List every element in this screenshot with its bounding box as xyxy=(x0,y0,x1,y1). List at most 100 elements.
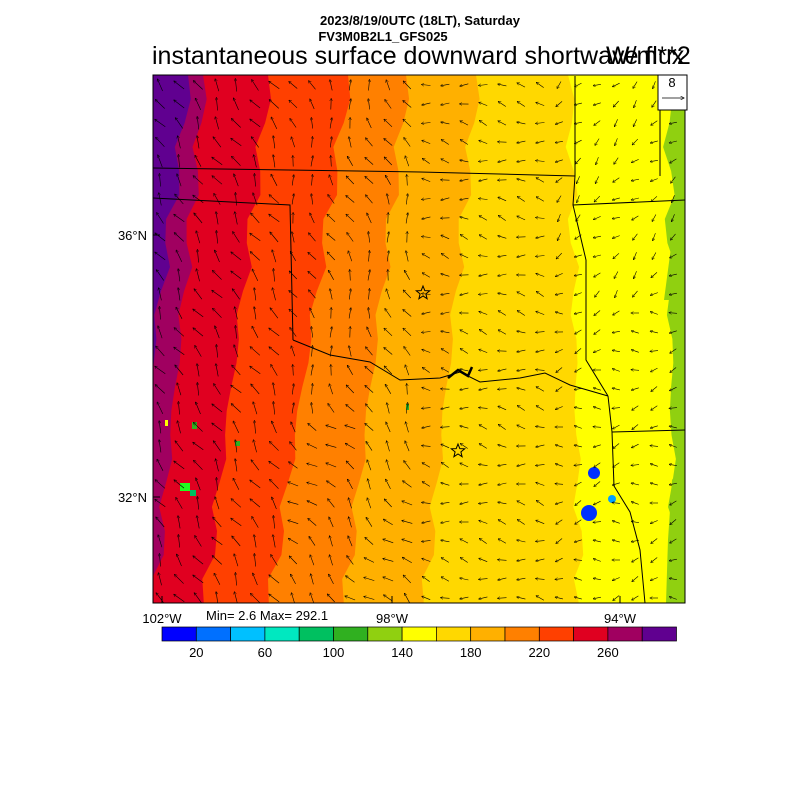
wind-arrow xyxy=(159,288,162,301)
wind-arrow xyxy=(669,293,677,295)
wind-arrow xyxy=(577,195,580,202)
wind-arrow xyxy=(290,119,297,128)
wind-arrow xyxy=(273,383,276,396)
wind-arrow xyxy=(251,137,259,148)
wind-arrow xyxy=(557,195,562,203)
wind-arrow xyxy=(479,425,488,430)
wind-arrow xyxy=(232,536,241,547)
wind-arrow xyxy=(441,159,450,164)
wind-arrow xyxy=(631,350,639,353)
wind-arrow xyxy=(593,522,602,523)
wind-arrow xyxy=(650,577,658,581)
wind-arrow xyxy=(556,519,563,525)
wind-arrow xyxy=(250,499,261,508)
wind-arrow xyxy=(441,102,450,105)
wind-arrow xyxy=(651,120,658,126)
wind-arrow xyxy=(612,217,620,218)
wind-arrow xyxy=(498,445,507,448)
wind-arrow xyxy=(366,404,373,413)
wind-arrow xyxy=(631,502,639,505)
lon-label-94: 94°W xyxy=(604,611,637,626)
wind-arrow xyxy=(517,292,526,297)
wind-arrow xyxy=(669,408,678,409)
wind-arrow xyxy=(312,137,313,148)
wind-arrow xyxy=(271,364,278,376)
wind-arrow xyxy=(365,176,374,184)
wind-arrow xyxy=(498,121,507,126)
wind-arrow xyxy=(406,194,407,205)
wind-arrow xyxy=(212,423,223,432)
wind-arrow xyxy=(272,421,277,434)
wind-arrow xyxy=(383,519,393,526)
wind-arrow xyxy=(498,502,507,504)
wind-arrow xyxy=(177,554,182,567)
wind-arrow xyxy=(517,122,526,125)
wind-arrow xyxy=(405,156,410,167)
wind-arrow xyxy=(403,575,412,584)
wind-arrow xyxy=(288,538,298,544)
wind-arrow xyxy=(155,252,166,261)
wind-arrow xyxy=(614,157,619,165)
wind-arrow xyxy=(252,80,259,91)
wind-arrow xyxy=(422,482,430,487)
wind-arrow xyxy=(212,270,222,280)
wind-arrow xyxy=(405,213,408,224)
wind-arrow xyxy=(555,141,563,142)
wind-arrow xyxy=(272,497,277,510)
wind-arrow xyxy=(348,536,353,547)
wind-arrow xyxy=(613,177,620,183)
wind-arrow xyxy=(195,345,202,357)
wind-arrow xyxy=(613,462,620,468)
field-title: instantaneous surface downward shortwave… xyxy=(152,42,685,70)
min-max-label: Min= 2.6 Max= 292.1 xyxy=(206,608,329,623)
wind-arrow xyxy=(155,385,166,394)
wind-arrow xyxy=(326,425,337,429)
wind-arrow xyxy=(254,554,255,567)
wind-arrow xyxy=(307,464,318,467)
wind-arrow xyxy=(460,558,468,563)
wind-arrow xyxy=(612,331,620,332)
wind-arrow xyxy=(386,422,391,433)
wind-arrow xyxy=(312,384,313,395)
wind-arrow xyxy=(650,483,658,486)
wind-arrow xyxy=(253,440,257,453)
wind-arrow xyxy=(479,370,488,371)
wind-arrow xyxy=(536,274,545,277)
wind-arrow xyxy=(215,79,220,92)
wind-arrow xyxy=(460,83,469,86)
wind-arrow xyxy=(273,516,274,529)
wind-arrow xyxy=(384,348,393,355)
wind-arrow xyxy=(634,271,637,278)
wind-arrow xyxy=(367,118,372,129)
wind-arrow xyxy=(329,555,333,566)
wind-arrow xyxy=(615,290,618,298)
wind-arrow xyxy=(270,308,279,319)
wind-arrow xyxy=(291,346,296,357)
wind-arrow xyxy=(557,233,561,240)
wind-arrow xyxy=(650,331,658,334)
wind-arrow xyxy=(158,535,163,548)
wind-arrow xyxy=(612,388,620,391)
wind-arrow xyxy=(407,175,408,186)
wind-arrow xyxy=(273,136,276,149)
wind-arrow xyxy=(250,593,260,603)
wind-arrow xyxy=(632,557,639,562)
wind-arrow xyxy=(669,386,677,391)
wind-arrow xyxy=(231,138,242,146)
wind-arrow xyxy=(536,520,545,524)
wind-arrow xyxy=(155,480,166,489)
wind-arrow xyxy=(613,424,620,429)
wind-arrow xyxy=(460,140,468,145)
wind-arrow xyxy=(593,444,601,447)
wind-arrow xyxy=(254,288,257,301)
wind-arrow xyxy=(155,366,166,375)
wind-arrow xyxy=(231,271,242,280)
wind-arrow xyxy=(404,138,411,147)
wind-arrow xyxy=(348,251,353,262)
wind-arrow xyxy=(441,502,450,503)
wind-arrow xyxy=(441,197,450,200)
wind-arrow xyxy=(536,140,545,143)
wind-arrow xyxy=(498,389,507,390)
wind-arrow xyxy=(632,215,639,220)
wind-arrow xyxy=(575,500,582,506)
